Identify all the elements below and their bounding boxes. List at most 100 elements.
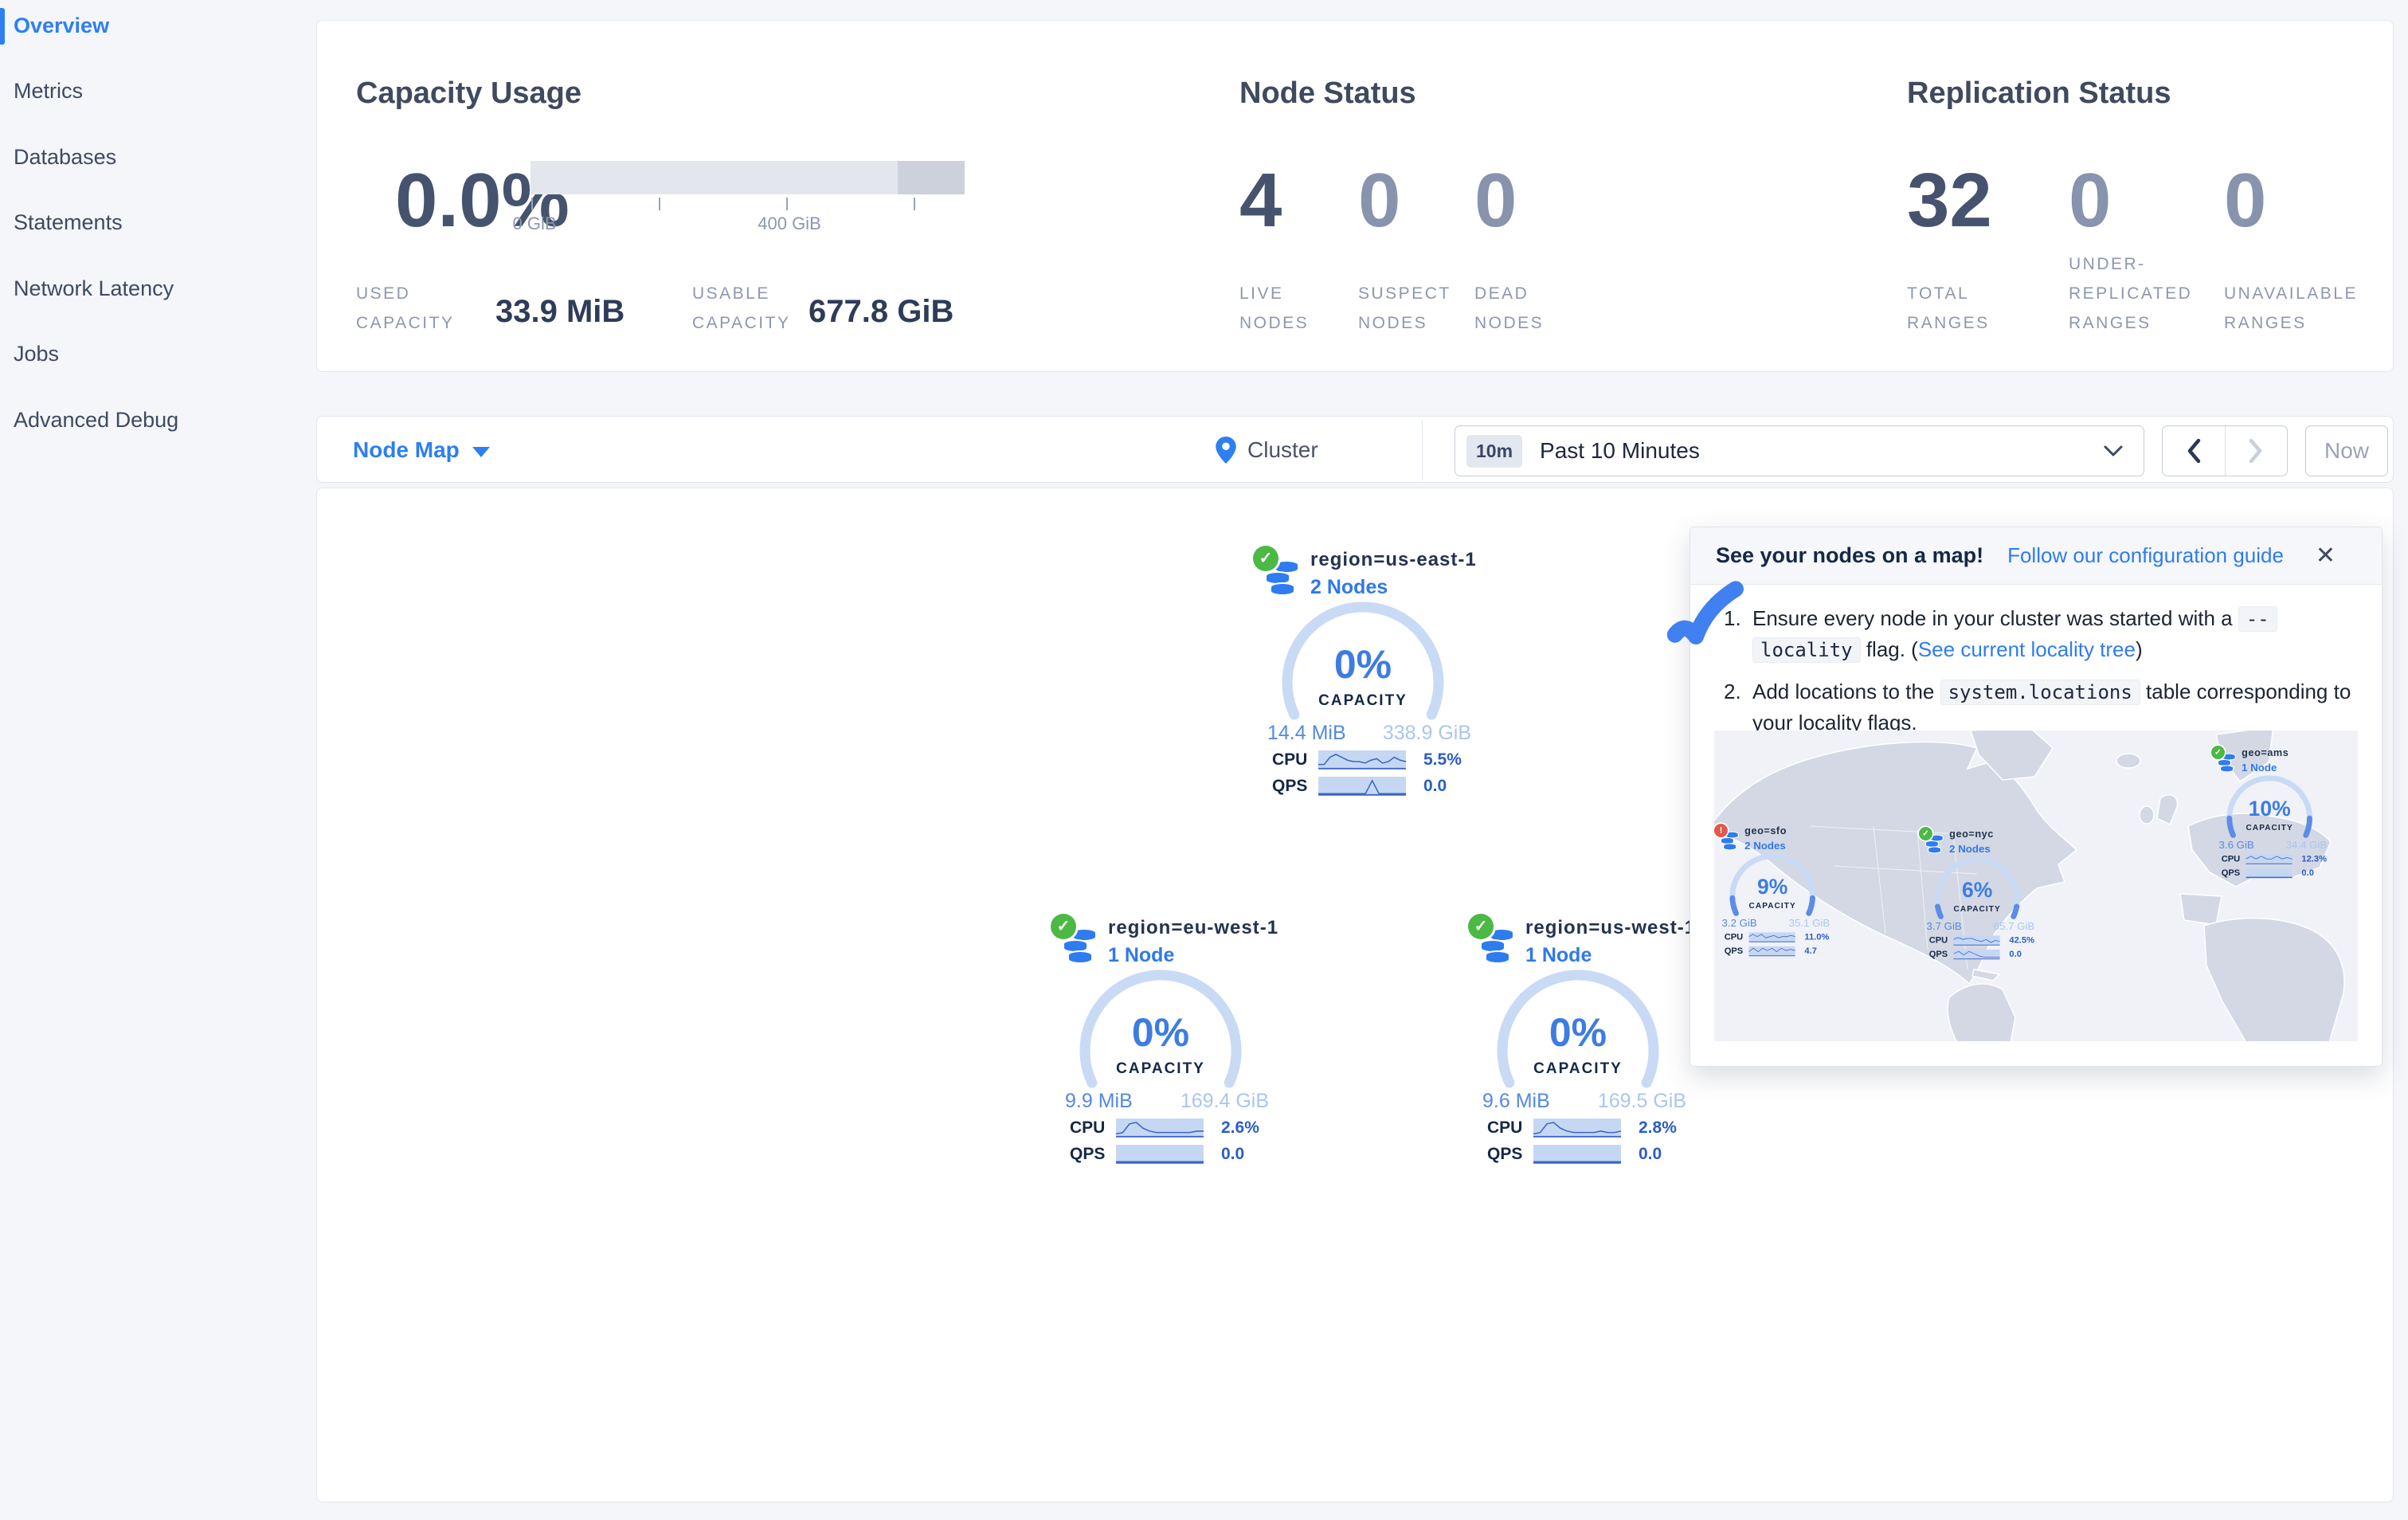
sidebar-item-metrics[interactable]: Metrics	[14, 79, 83, 103]
now-button[interactable]: Now	[2305, 425, 2388, 476]
under-replicated-ranges-count: 0	[2069, 158, 2112, 243]
cpu-label: CPU	[1487, 1118, 1523, 1137]
healthy-status-badge: ✓	[1253, 546, 1278, 571]
step-text: flag. (	[1860, 637, 1918, 661]
locality-node-count-link[interactable]: 1 Node	[2242, 762, 2277, 774]
capacity-usage-section: Capacity Usage 0.0% 0 GiB 400 GiB USED C…	[356, 21, 965, 371]
capacity-values: 3.6 GiB 34.4 GiB	[2219, 839, 2328, 851]
map-europe	[2187, 813, 2332, 887]
used-capacity-value: 3.2 GiB	[1721, 917, 1757, 929]
cpu-sparkline	[1953, 935, 2000, 946]
locality-flag-code: locality	[1752, 637, 1861, 663]
sidebar-item-advanced-debug[interactable]: Advanced Debug	[14, 408, 179, 432]
used-capacity-value: 3.6 GiB	[2218, 839, 2254, 851]
locality-node-count-link[interactable]: 1 Node	[1525, 944, 1592, 966]
sidebar-item-overview[interactable]: Overview	[0, 3, 316, 48]
capacity-percent: 10%	[2248, 797, 2291, 821]
database-stack-icon	[1924, 834, 1944, 857]
replication-status-title: Replication Status	[1907, 76, 2171, 110]
qps-label: QPS	[1272, 777, 1308, 795]
dead-nodes-label: DEAD NODES	[1474, 284, 1545, 332]
locality-name: region=us-west-1	[1525, 917, 1697, 938]
usable-capacity-value: 34.4 GiB	[2285, 839, 2328, 851]
database-stack-icon	[1264, 560, 1301, 602]
cpu-sparkline	[1116, 1118, 1204, 1138]
node-gauges-layer: ✓ region=us-east-1 2 Nodes 0% CAPACITY 1…	[317, 488, 2393, 1502]
location-pin-icon	[1216, 437, 1236, 464]
live-nodes-count: 4	[1239, 158, 1282, 243]
under-replicated-ranges-label: UNDER- REPLICATED RANGES	[2069, 255, 2193, 332]
time-window-stepper	[2162, 425, 2288, 476]
system-locations-code: system.locations	[1940, 680, 2140, 705]
step-text: )	[2135, 637, 2143, 661]
previous-time-window-button[interactable]	[2163, 426, 2226, 476]
cpu-row: CPU 42.5%	[1929, 935, 2035, 946]
qps-row: QPS 0.0	[1272, 776, 1471, 797]
map-greenland	[1970, 731, 2054, 781]
cpu-value: 42.5%	[2009, 935, 2034, 946]
cpu-label: CPU	[1070, 1118, 1106, 1137]
locality-tree-link[interactable]: See current locality tree	[1917, 637, 2136, 661]
qps-row: QPS 4.7	[1725, 946, 1830, 957]
map-north-america	[1714, 741, 2078, 985]
usable-capacity-value: 338.9 GiB	[1382, 722, 1471, 744]
qps-sparkline	[1318, 777, 1406, 796]
healthy-status-badge: ✓	[2211, 746, 2225, 759]
active-indicator	[0, 8, 5, 45]
used-capacity-value: 9.6 MiB	[1482, 1090, 1550, 1112]
locality-name: region=eu-west-1	[1108, 917, 1279, 938]
used-capacity-value: 33.9 MiB	[495, 294, 625, 329]
qps-sparkline	[1748, 946, 1795, 957]
qps-label: QPS	[1070, 1145, 1106, 1163]
locality-node-count-link[interactable]: 2 Nodes	[1310, 576, 1388, 598]
breadcrumb[interactable]: Cluster	[1216, 417, 1318, 484]
sidebar-item-statements[interactable]: Statements	[14, 210, 123, 234]
healthy-status-badge: ✓	[1051, 914, 1076, 939]
sidebar-item-jobs[interactable]: Jobs	[14, 342, 60, 366]
locality-gauge-sfo: ! geo=sfo 2 Nodes 9% CAPACITY 3.2 GiB 35…	[1714, 824, 1837, 963]
suspect-nodes-count: 0	[1358, 158, 1401, 243]
next-time-window-button[interactable]	[2226, 426, 2288, 476]
usable-capacity-value: 35.1 GiB	[1788, 917, 1830, 929]
qps-sparkline	[2246, 868, 2292, 879]
capacity-gauge-arc	[1282, 601, 1444, 720]
toolbar-divider	[1422, 420, 1423, 480]
map-iceland	[2116, 753, 2141, 769]
map-uk	[2156, 794, 2179, 826]
qps-row: QPS 0.0	[1070, 1144, 1269, 1165]
cpu-row: CPU 12.3%	[2222, 854, 2328, 865]
unavailable-ranges-count: 0	[2224, 158, 2267, 243]
instruction-step-1: 1. Ensure every node in your cluster was…	[1717, 603, 2355, 665]
database-stack-icon	[1720, 831, 1739, 854]
capacity-gauge-arc	[1497, 970, 1659, 1088]
locality-node-count-link[interactable]: 2 Nodes	[1949, 843, 1991, 855]
preview-gauges-layer: ! geo=sfo 2 Nodes 9% CAPACITY 3.2 GiB 35…	[1714, 731, 2358, 1041]
capacity-tick-label-0: 0 GiB	[512, 214, 557, 233]
database-stack-icon	[1062, 928, 1098, 970]
usable-capacity-value: 169.4 GiB	[1180, 1090, 1269, 1112]
time-range-select[interactable]: 10m Past 10 Minutes	[1455, 425, 2144, 476]
tooltip-instructions: 1. Ensure every node in your cluster was…	[1717, 603, 2355, 749]
locality-flag-code: --	[2238, 606, 2277, 632]
caret-down-icon	[472, 446, 490, 457]
qps-label: QPS	[2221, 868, 2241, 878]
configuration-guide-link[interactable]: Follow our configuration guide	[2007, 543, 2284, 567]
locality-node-count-link[interactable]: 1 Node	[1108, 944, 1175, 966]
node-status-title: Node Status	[1239, 76, 1416, 110]
capacity-bar-reserved-segment	[898, 161, 965, 194]
sidebar-item-databases[interactable]: Databases	[14, 145, 117, 169]
total-ranges-label: TOTAL RANGES	[1907, 284, 1990, 332]
qps-value: 0.0	[2301, 868, 2314, 878]
step-number: 1.	[1724, 606, 1741, 630]
close-icon[interactable]: ✕	[2315, 543, 2336, 569]
view-selector-dropdown[interactable]: Node Map	[353, 417, 490, 484]
step-text: Add locations to the	[1752, 680, 1940, 703]
capacity-label: CAPACITY	[1953, 904, 2001, 914]
locality-node-count-link[interactable]: 2 Nodes	[1744, 840, 1786, 852]
dead-nodes-count: 0	[1474, 158, 1517, 243]
sidebar-item-network-latency[interactable]: Network Latency	[14, 276, 174, 300]
chevron-down-icon	[2104, 445, 2123, 456]
capacity-tick-200	[659, 198, 660, 210]
locality-name: region=us-east-1	[1310, 549, 1477, 570]
qps-label: QPS	[1928, 949, 1948, 959]
